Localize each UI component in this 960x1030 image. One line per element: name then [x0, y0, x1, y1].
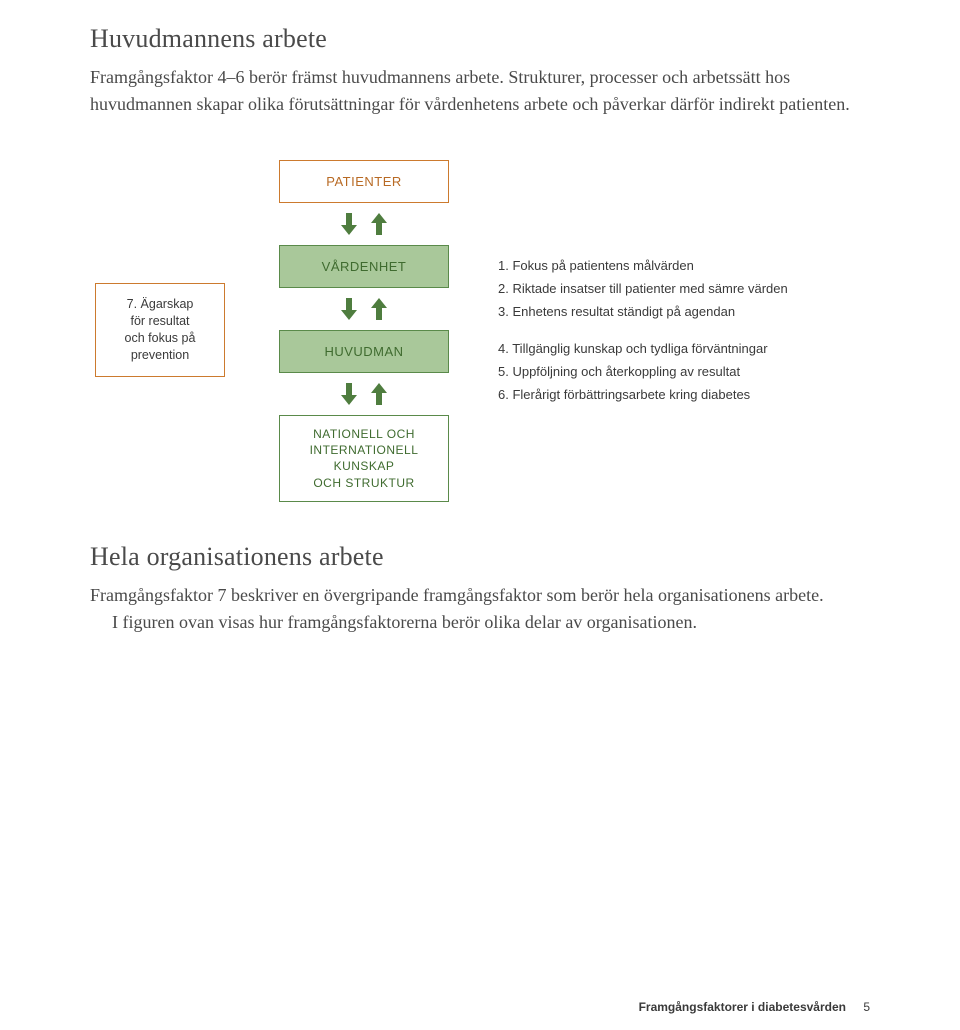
box-patienter: PATIENTER	[279, 160, 449, 203]
factor-1: 1. Fokus på patientens målvärden	[498, 258, 870, 273]
arrows-vardenhet-huvudman	[341, 298, 387, 320]
box-nationell: NATIONELL OCH INTERNATIONELL KUNSKAP OCH…	[279, 415, 449, 502]
agarskap-line2: för resultat	[106, 313, 214, 330]
section2-para1: Framgångsfaktor 7 beskriver en övergripa…	[90, 585, 824, 605]
agarskap-line4: prevention	[106, 347, 214, 364]
footer-title: Framgångsfaktorer i diabetesvården	[639, 1000, 846, 1014]
section2-heading: Hela organisationens arbete	[90, 542, 870, 572]
section2-para2: I figuren ovan visas hur framgångsfaktor…	[90, 609, 870, 636]
page-footer: Framgångsfaktorer i diabetesvården 5	[639, 1000, 870, 1014]
factor-5: 5. Uppföljning och återkoppling av resul…	[498, 364, 870, 379]
arrow-up-icon	[371, 298, 387, 320]
section1-heading: Huvudmannens arbete	[90, 24, 870, 54]
box-agarskap: 7. Ägarskap för resultat och fokus på pr…	[95, 283, 225, 377]
arrows-patienter-vardenhet	[341, 213, 387, 235]
factor-4: 4. Tillgänglig kunskap och tydliga förvä…	[498, 341, 870, 356]
document-page: Huvudmannens arbete Framgångsfaktor 4–6 …	[0, 0, 960, 1030]
diagram: PATIENTER 7. Ägarskap för resultat och f…	[90, 160, 870, 502]
nationell-line1: NATIONELL OCH	[286, 426, 442, 442]
factor-2: 2. Riktade insatser till patienter med s…	[498, 281, 870, 296]
footer-page-number: 5	[863, 1000, 870, 1014]
box-huvudman: HUVUDMAN	[279, 330, 449, 373]
section1-body: Framgångsfaktor 4–6 berör främst huvudma…	[90, 64, 870, 118]
arrow-up-icon	[371, 213, 387, 235]
arrows-huvudman-nationell	[341, 383, 387, 405]
arrow-down-icon	[341, 383, 357, 405]
arrow-down-icon	[341, 298, 357, 320]
nationell-line4: OCH STRUKTUR	[286, 475, 442, 491]
factor-3: 3. Enhetens resultat ständigt på agendan	[498, 304, 870, 319]
box-vardenhet: VÅRDENHET	[279, 245, 449, 288]
section2-body: Framgångsfaktor 7 beskriver en övergripa…	[90, 582, 870, 636]
factor-list: 1. Fokus på patientens målvärden 2. Rikt…	[498, 258, 870, 402]
nationell-line2: INTERNATIONELL	[286, 442, 442, 458]
agarskap-line3: och fokus på	[106, 330, 214, 347]
arrow-down-icon	[341, 213, 357, 235]
arrow-up-icon	[371, 383, 387, 405]
agarskap-line1: 7. Ägarskap	[106, 296, 214, 313]
nationell-line3: KUNSKAP	[286, 458, 442, 474]
factor-6: 6. Flerårigt förbättringsarbete kring di…	[498, 387, 870, 402]
